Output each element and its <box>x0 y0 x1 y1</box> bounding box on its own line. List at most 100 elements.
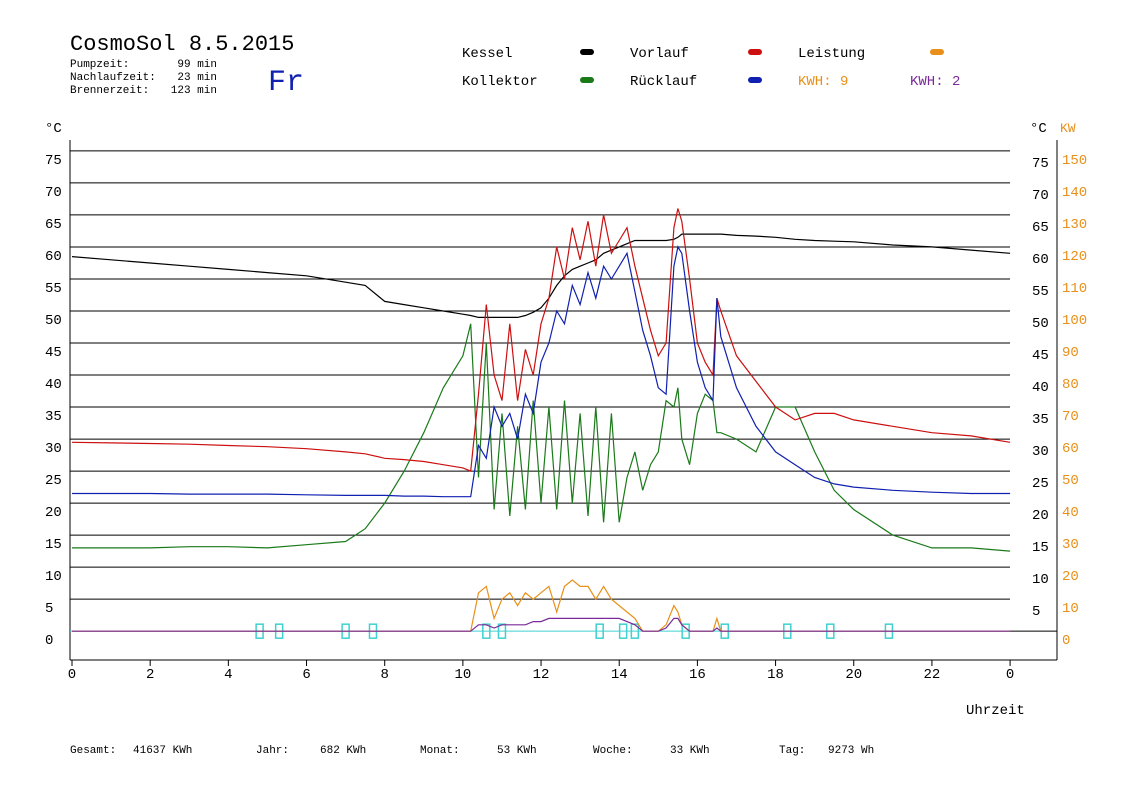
y-tick-label: 20 <box>45 505 62 521</box>
legend-marker <box>930 49 944 55</box>
series-line <box>72 617 1011 632</box>
y2-tick-label: 90 <box>1062 345 1079 361</box>
y-unit: °C <box>45 121 62 137</box>
legend-marker <box>580 49 594 55</box>
y-tick-label: 30 <box>45 441 62 457</box>
series-line <box>71 208 1011 472</box>
x-tick-label: 20 <box>845 667 862 683</box>
y2-tick-label: 60 <box>1062 441 1079 457</box>
x-tick-label: 4 <box>224 667 232 683</box>
x-tick-label: 6 <box>302 667 310 683</box>
legend-label: Kessel <box>462 46 512 62</box>
y-right-tick-label: 45 <box>1032 348 1049 364</box>
total-label: Jahr: <box>256 745 289 757</box>
y-right-tick-label: 70 <box>1032 188 1049 204</box>
y2-tick-label: 0 <box>1062 633 1070 649</box>
y-right-tick-label: 55 <box>1032 284 1049 300</box>
x-tick-label: 16 <box>689 667 706 683</box>
legend-label: Kollektor <box>462 74 538 90</box>
total-value: 41637 KWh <box>133 745 192 757</box>
y-right-tick-label: 25 <box>1032 476 1049 492</box>
y2-tick-label: 70 <box>1062 409 1079 425</box>
legend-label: Rücklauf <box>630 74 697 90</box>
series-line <box>72 579 1011 632</box>
event-marker <box>595 623 604 639</box>
y-tick-label: 75 <box>45 153 62 169</box>
y-right-tick-label: 5 <box>1032 604 1040 620</box>
x-axis-label: Uhrzeit <box>966 703 1025 719</box>
y2-tick-label: 150 <box>1062 153 1087 169</box>
y-right-tick-label: 30 <box>1032 444 1049 460</box>
x-tick-label: 0 <box>68 667 76 683</box>
y-right-tick-label: 65 <box>1032 220 1049 236</box>
y-tick-label: 40 <box>45 377 62 393</box>
x-tick-label: 14 <box>611 667 628 683</box>
event-marker <box>497 623 507 639</box>
y-right-tick-label: 10 <box>1032 572 1049 588</box>
y-right-tick-label: 15 <box>1032 540 1049 556</box>
info-label: Nachlaufzeit: <box>70 72 156 84</box>
x-tick-label: 8 <box>380 667 388 683</box>
legend-marker <box>748 49 762 55</box>
legend-label: KWH: 2 <box>910 74 960 90</box>
x-tick-label: 0 <box>1006 667 1014 683</box>
y2-tick-label: 20 <box>1062 569 1079 585</box>
y-right-tick-label: 40 <box>1032 380 1049 396</box>
y-right-tick-label: 35 <box>1032 412 1049 428</box>
event-marker <box>482 623 491 639</box>
y-tick-label: 15 <box>45 537 62 553</box>
y2-tick-label: 100 <box>1062 313 1087 329</box>
total-value: 33 KWh <box>670 745 710 757</box>
series-line <box>72 245 1011 498</box>
y2-tick-label: 10 <box>1062 601 1079 617</box>
x-tick-label: 10 <box>454 667 471 683</box>
total-value: 53 KWh <box>497 745 537 757</box>
legend-label: Vorlauf <box>630 46 689 62</box>
y-right-tick-label: 20 <box>1032 508 1049 524</box>
y2-tick-label: 130 <box>1062 217 1087 233</box>
y-tick-label: 5 <box>45 601 53 617</box>
y2-unit: KW <box>1060 121 1076 136</box>
y-right-tick-label: 60 <box>1032 252 1049 268</box>
y2-unit-c: °C <box>1030 121 1047 137</box>
weekday: Fr <box>268 66 304 100</box>
y-tick-label: 65 <box>45 217 62 233</box>
chart-title: CosmoSol 8.5.2015 <box>70 32 294 57</box>
total-label: Gesamt: <box>70 745 116 757</box>
y2-tick-label: 50 <box>1062 473 1079 489</box>
y-tick-label: 25 <box>45 473 62 489</box>
y2-tick-label: 30 <box>1062 537 1079 553</box>
x-tick-label: 22 <box>924 667 941 683</box>
info-label: Brennerzeit: <box>70 85 149 97</box>
y2-tick-label: 120 <box>1062 249 1087 265</box>
info-label: Pumpzeit: <box>70 59 129 71</box>
event-marker <box>618 623 628 639</box>
total-value: 9273 Wh <box>828 745 874 757</box>
total-value: 682 KWh <box>320 745 366 757</box>
y2-tick-label: 80 <box>1062 377 1079 393</box>
info-value: 123 min <box>171 85 217 97</box>
y-tick-label: 45 <box>45 345 62 361</box>
total-label: Monat: <box>420 745 460 757</box>
x-tick-label: 2 <box>146 667 154 683</box>
y-tick-label: 50 <box>45 313 62 329</box>
kwh-label: KWH: 9 <box>798 74 848 90</box>
y-tick-label: 70 <box>45 185 62 201</box>
y-right-tick-label: 75 <box>1032 156 1049 172</box>
y2-tick-label: 110 <box>1062 281 1087 297</box>
y2-tick-label: 140 <box>1062 185 1087 201</box>
series-line <box>72 323 1011 552</box>
x-tick-label: 12 <box>533 667 550 683</box>
y2-tick-label: 40 <box>1062 505 1079 521</box>
y-tick-label: 60 <box>45 249 62 265</box>
total-label: Tag: <box>779 745 805 757</box>
series-line <box>71 233 1011 318</box>
legend-marker <box>748 77 762 83</box>
y-tick-label: 10 <box>45 569 62 585</box>
y-tick-label: 55 <box>45 281 62 297</box>
y-tick-label: 0 <box>45 633 53 649</box>
legend-marker <box>580 77 594 83</box>
info-value: 23 min <box>177 72 217 84</box>
y-tick-label: 35 <box>45 409 62 425</box>
